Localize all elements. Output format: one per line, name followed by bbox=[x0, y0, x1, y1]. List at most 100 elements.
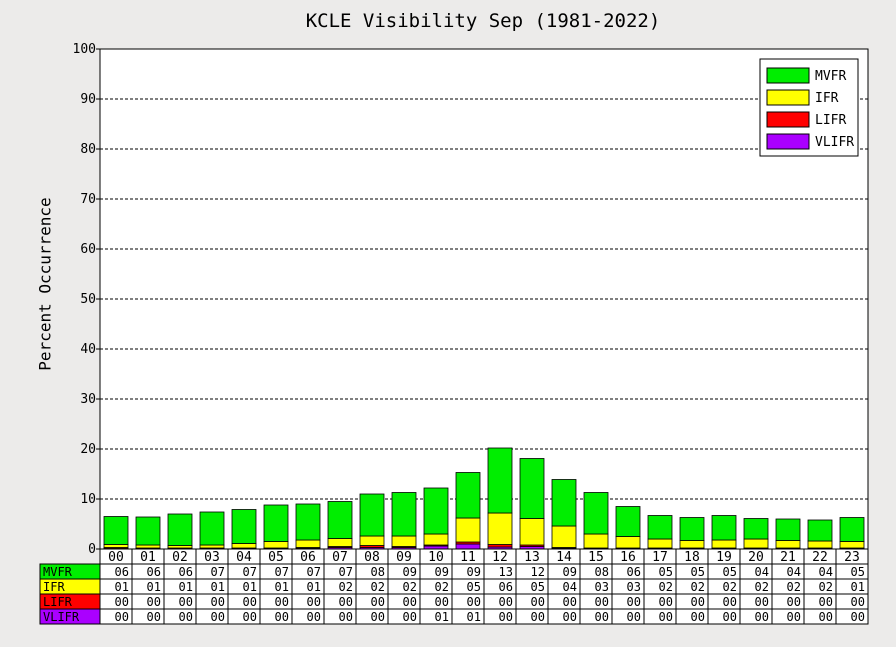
legend-swatch-lifr bbox=[766, 111, 810, 128]
bar-ifr-17 bbox=[647, 538, 673, 549]
table-hour-15: 15 bbox=[588, 550, 604, 565]
table-cell-vlifr-12: 00 bbox=[499, 610, 513, 624]
table-cell-mvfr-07: 07 bbox=[339, 565, 353, 579]
bar-mvfr-10 bbox=[423, 487, 449, 535]
legend-label-mvfr: MVFR bbox=[815, 69, 846, 84]
table-cell-mvfr-13: 12 bbox=[531, 565, 545, 579]
table-hour-23: 23 bbox=[844, 550, 860, 565]
y-tick-label: 90 bbox=[80, 92, 96, 107]
table-cell-lifr-06: 00 bbox=[307, 595, 321, 609]
table-cell-vlifr-02: 00 bbox=[179, 610, 193, 624]
table-hour-04: 04 bbox=[236, 550, 252, 565]
bar-mvfr-19 bbox=[711, 515, 737, 541]
table-cell-vlifr-22: 00 bbox=[819, 610, 833, 624]
bar-mvfr-17 bbox=[647, 515, 673, 540]
table-cell-vlifr-17: 00 bbox=[659, 610, 673, 624]
legend-label-ifr: IFR bbox=[815, 91, 839, 106]
table-row-label-lifr: LIFR bbox=[43, 595, 73, 609]
table-cell-lifr-12: 00 bbox=[499, 595, 513, 609]
table-cell-ifr-16: 03 bbox=[627, 580, 641, 594]
table-hour-16: 16 bbox=[620, 550, 636, 565]
y-tick-label: 0 bbox=[88, 542, 96, 557]
table-cell-vlifr-05: 00 bbox=[275, 610, 289, 624]
table-cell-mvfr-09: 09 bbox=[403, 565, 417, 579]
table-hour-02: 02 bbox=[172, 550, 188, 565]
table-cell-vlifr-13: 00 bbox=[531, 610, 545, 624]
y-tick-label: 70 bbox=[80, 192, 96, 207]
table-hour-18: 18 bbox=[684, 550, 700, 565]
table-cell-mvfr-06: 07 bbox=[307, 565, 321, 579]
legend-label-vlifr: VLIFR bbox=[815, 135, 854, 150]
table-cell-vlifr-04: 00 bbox=[243, 610, 257, 624]
bar-mvfr-09 bbox=[391, 492, 417, 537]
table-row-label-mvfr: MVFR bbox=[43, 565, 73, 579]
table-cell-vlifr-20: 00 bbox=[755, 610, 769, 624]
bar-ifr-14 bbox=[551, 525, 577, 548]
legend-swatch-vlifr bbox=[766, 133, 810, 150]
bar-ifr-22 bbox=[807, 540, 833, 549]
table-cell-lifr-14: 00 bbox=[563, 595, 577, 609]
bar-ifr-10 bbox=[423, 533, 449, 546]
table-cell-ifr-22: 02 bbox=[819, 580, 833, 594]
bar-ifr-15 bbox=[583, 533, 609, 549]
bar-ifr-20 bbox=[743, 538, 769, 549]
bar-mvfr-11 bbox=[455, 472, 481, 519]
table-cell-ifr-21: 02 bbox=[787, 580, 801, 594]
bar-ifr-09 bbox=[391, 535, 417, 547]
table-hour-21: 21 bbox=[780, 550, 796, 565]
table-cell-lifr-22: 00 bbox=[819, 595, 833, 609]
bar-mvfr-04 bbox=[231, 509, 257, 544]
bar-ifr-12 bbox=[487, 512, 513, 545]
table-cell-vlifr-21: 00 bbox=[787, 610, 801, 624]
table-cell-vlifr-14: 00 bbox=[563, 610, 577, 624]
table-hour-08: 08 bbox=[364, 550, 380, 565]
table-cell-mvfr-03: 07 bbox=[211, 565, 225, 579]
table-cell-ifr-00: 01 bbox=[115, 580, 129, 594]
table-hour-20: 20 bbox=[748, 550, 764, 565]
y-tick-label: 10 bbox=[80, 492, 96, 507]
legend-swatch-ifr bbox=[766, 89, 810, 106]
table-cell-mvfr-21: 04 bbox=[787, 565, 801, 579]
table-cell-ifr-20: 02 bbox=[755, 580, 769, 594]
table-cell-lifr-18: 00 bbox=[691, 595, 705, 609]
legend-label-lifr: LIFR bbox=[815, 113, 846, 128]
table-cell-lifr-10: 00 bbox=[435, 595, 449, 609]
table-hour-07: 07 bbox=[332, 550, 348, 565]
table-cell-vlifr-18: 00 bbox=[691, 610, 705, 624]
table-cell-ifr-08: 02 bbox=[371, 580, 385, 594]
bar-mvfr-18 bbox=[679, 517, 705, 541]
bar-mvfr-07 bbox=[327, 501, 353, 539]
table-cell-lifr-20: 00 bbox=[755, 595, 769, 609]
bar-ifr-07 bbox=[327, 538, 353, 547]
bar-mvfr-02 bbox=[167, 513, 193, 546]
table-hour-13: 13 bbox=[524, 550, 540, 565]
bar-mvfr-16 bbox=[615, 506, 641, 537]
bar-ifr-16 bbox=[615, 536, 641, 549]
table-cell-ifr-02: 01 bbox=[179, 580, 193, 594]
table-hour-00: 00 bbox=[108, 550, 124, 565]
table-cell-vlifr-06: 00 bbox=[307, 610, 321, 624]
table-cell-mvfr-12: 13 bbox=[499, 565, 513, 579]
table-hour-05: 05 bbox=[268, 550, 284, 565]
y-tick-label: 80 bbox=[80, 142, 96, 157]
table-hour-10: 10 bbox=[428, 550, 444, 565]
table-cell-mvfr-02: 06 bbox=[179, 565, 193, 579]
bar-ifr-21 bbox=[775, 540, 801, 549]
table-cell-mvfr-08: 08 bbox=[371, 565, 385, 579]
table-cell-ifr-09: 02 bbox=[403, 580, 417, 594]
table-cell-ifr-11: 05 bbox=[467, 580, 481, 594]
bar-mvfr-00 bbox=[103, 516, 129, 545]
table-cell-vlifr-08: 00 bbox=[371, 610, 385, 624]
table-cell-mvfr-10: 09 bbox=[435, 565, 449, 579]
table-cell-vlifr-15: 00 bbox=[595, 610, 609, 624]
table-cell-ifr-05: 01 bbox=[275, 580, 289, 594]
table-cell-ifr-14: 04 bbox=[563, 580, 577, 594]
table-hour-09: 09 bbox=[396, 550, 412, 565]
table-cell-vlifr-03: 00 bbox=[211, 610, 225, 624]
table-cell-mvfr-14: 09 bbox=[563, 565, 577, 579]
table-cell-vlifr-01: 00 bbox=[147, 610, 161, 624]
table-hour-03: 03 bbox=[204, 550, 220, 565]
y-tick-label: 50 bbox=[80, 292, 96, 307]
y-tick-label: 40 bbox=[80, 342, 96, 357]
